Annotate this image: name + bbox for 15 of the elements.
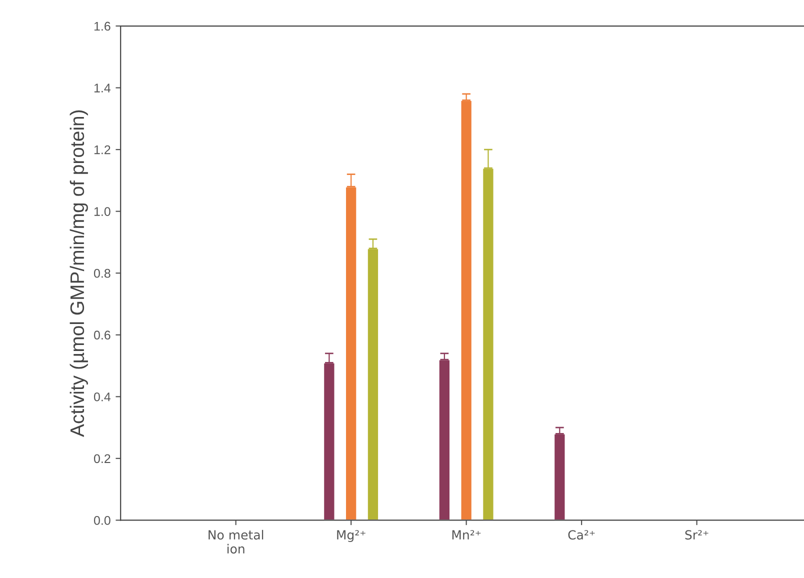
x-tick-label: Mn²⁺ <box>452 530 481 540</box>
x-tick-label: Ca²⁺ <box>568 530 595 540</box>
y-tick-label: 1.4 <box>94 84 111 92</box>
y-tick-label: 1.2 <box>94 145 110 154</box>
x-tick-label: No metal ion <box>208 530 264 554</box>
y-tick-label: 0.0 <box>94 516 110 525</box>
x-tick-label: Sr²⁺ <box>685 530 708 540</box>
y-tick-label: 0.6 <box>94 330 110 340</box>
y-tick-label: 1.6 <box>94 22 110 31</box>
x-tick-label: Mg²⁺ <box>337 530 366 542</box>
y-tick-label: 1.0 <box>94 207 110 216</box>
y-tick-label: 0.8 <box>94 268 110 278</box>
y-tick-label: 0.4 <box>94 392 111 402</box>
y-tick-label: 0.2 <box>94 454 110 464</box>
y-axis-title: Activity (µmol GMP/min/mg of protein) <box>70 110 88 437</box>
